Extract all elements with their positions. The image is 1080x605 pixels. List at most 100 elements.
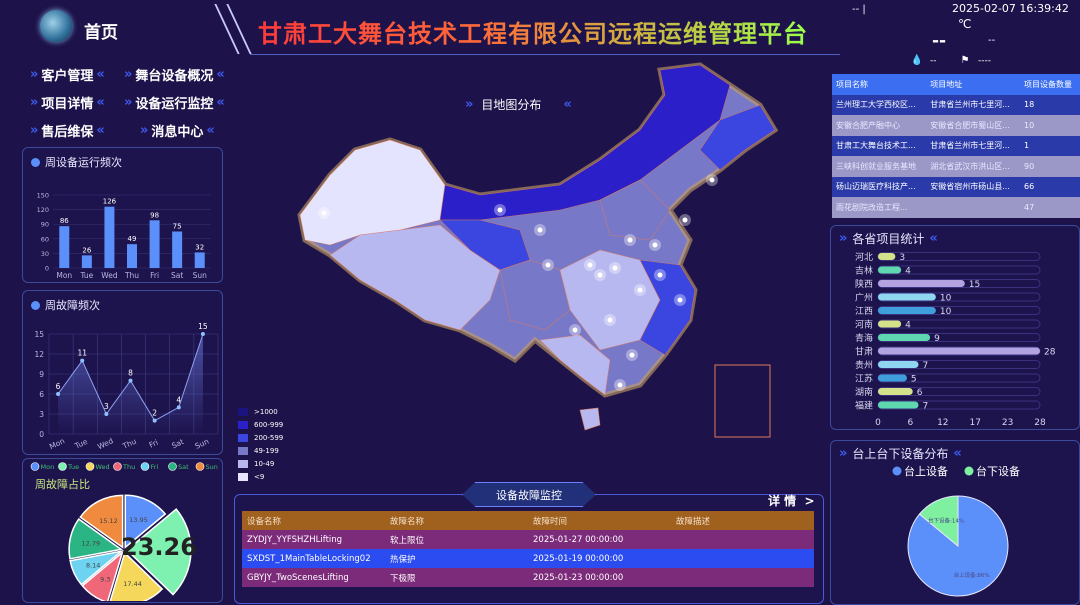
table-row[interactable]: 雨花剧院改造工程... 47: [832, 197, 1080, 218]
bar: [878, 401, 919, 409]
y-tick-label: 30: [41, 250, 49, 258]
province-region: [699, 104, 776, 171]
table-row[interactable]: SXDST_1MainTableLocking02 热保护 2025-01-19 0…: [242, 549, 814, 568]
china-map[interactable]: [230, 55, 830, 475]
x-tick-label: Wed: [96, 436, 115, 451]
col-header: 项目地址: [926, 74, 1021, 95]
category-label: 河北: [855, 251, 873, 263]
nav-customer[interactable]: » 客户管理 «: [30, 65, 105, 84]
bar: [127, 244, 137, 268]
slice-label: 台下设备:14%: [928, 517, 964, 525]
pie-slice: [81, 550, 124, 601]
category-label: 江苏: [855, 373, 873, 385]
bullet-icon: [31, 300, 40, 310]
category-label: 陕西: [855, 278, 873, 290]
table-row[interactable]: 甘肃工大舞台技术工... 甘肃省兰州市七里河... 1: [832, 135, 1080, 156]
legend-item[interactable]: 200-599: [238, 431, 283, 444]
legend-item[interactable]: >1000: [238, 405, 283, 418]
data-label: 7: [923, 402, 929, 412]
chevron-left-icon: «: [929, 231, 938, 246]
panel-title: 周故障占比: [35, 478, 90, 491]
col-header: 项目设备数量: [1020, 74, 1080, 95]
table-cell: SXDST_1MainTableLocking02: [242, 549, 385, 568]
legend-item[interactable]: 10-49: [238, 457, 283, 470]
nav-after-sales[interactable]: » 售后维保 «: [30, 121, 105, 140]
bar-track: [877, 319, 1041, 329]
bar-track: [877, 265, 1041, 275]
table-cell: ZYDJY_YYFSHZHLifting: [242, 530, 385, 549]
province-region: [639, 259, 696, 356]
x-tick-label: 6: [908, 418, 914, 428]
chevron-right-icon: »: [124, 95, 133, 110]
bar: [878, 388, 913, 395]
chevron-right-icon: »: [30, 67, 39, 82]
humidity-icon: 💧: [910, 55, 924, 66]
bar: [878, 266, 902, 274]
data-label: 4: [176, 395, 181, 404]
legend-item[interactable]: 49-199: [238, 444, 283, 457]
data-label: 6: [56, 382, 61, 391]
table-row[interactable]: 砀山迈瑞医疗科技产... 安徽省宿州市砀山县... 66: [832, 176, 1080, 197]
legend-label: 200-599: [254, 433, 284, 442]
col-header: 故障描述: [671, 511, 814, 530]
legend-label: Fri: [151, 463, 159, 471]
nav-project-detail[interactable]: » 项目详情 «: [30, 93, 105, 112]
chevron-left-icon: «: [563, 97, 572, 112]
detail-link[interactable]: 详 情 >: [768, 494, 815, 508]
wind-icon: ⚑: [960, 55, 970, 66]
table-cell: 安徽省合肥市蜀山区...: [926, 115, 1021, 136]
legend-marker: [58, 462, 67, 471]
province-region: [539, 334, 611, 396]
bar: [878, 320, 902, 328]
legend-label: <9: [254, 472, 265, 481]
legend-item[interactable]: <9: [238, 470, 283, 483]
chevron-left-icon: «: [216, 95, 225, 110]
pie-slice: [68, 518, 123, 560]
y-tick-label: 9: [39, 370, 44, 379]
table-row[interactable]: ZYDJY_YYFSHZHLifting 软上限位 2025-01-27 00:00…: [242, 530, 814, 549]
table-row[interactable]: 安徽合肥产融中心 安徽省合肥市蜀山区... 10: [832, 115, 1080, 136]
table-cell: 2025-01-27 00:00:00: [528, 530, 671, 549]
y-tick-label: 60: [41, 235, 49, 243]
legend-label: >1000: [254, 407, 278, 416]
table-row[interactable]: 三峡科创就业服务基地 湖北省武汉市洪山区... 90: [832, 156, 1080, 177]
province-panel: » 各省项目统计 « 河北 3 吉林 4 陕西 15 广州 10 江西 10 河南 4 青海 9 甘肃 28 贵州 7…: [830, 225, 1080, 430]
nav-stage-equipment[interactable]: » 舞台设备概况 «: [124, 65, 225, 84]
x-tick-label: 17: [969, 418, 980, 428]
stage-panel: » 台上台下设备分布 « 台上设备 台下设备 台上设备:86% 台下设备:14%: [830, 440, 1080, 605]
bar: [172, 231, 183, 268]
legend-swatch: [238, 446, 248, 455]
table-cell: [671, 530, 814, 549]
data-label: 11: [77, 349, 87, 358]
page-title: 甘肃工大舞台技术工程有限公司远程运维管理平台: [258, 14, 808, 49]
legend-marker: [168, 462, 177, 471]
legend-swatch: [238, 420, 248, 429]
table-cell: 三峡科创就业服务基地: [832, 156, 927, 177]
category-label: 青海: [855, 332, 873, 344]
weekly-fault-panel: 周故障频次 0 3 6 9 12 15 6 Mon 11 Tue 3 Wed 8 Thu 2 Fri 4 Sat 1…: [22, 290, 223, 455]
table-cell: [671, 568, 814, 587]
bar: [878, 347, 1040, 355]
legend-label: 台上设备: [904, 464, 948, 478]
chevron-left-icon: «: [96, 123, 105, 138]
y-tick-label: 0: [39, 430, 44, 439]
data-label: 26: [82, 246, 91, 254]
project-table: 项目名称 项目地址 项目设备数量 兰州理工大学西校区... 甘肃省兰州市七里河... 1…: [832, 74, 1080, 218]
nav-messages[interactable]: » 消息中心 «: [140, 121, 215, 140]
map-title: » 目地图分布 «: [465, 96, 572, 113]
chevron-right-icon: »: [30, 123, 39, 138]
col-header: 项目名称: [832, 74, 927, 95]
legend-item[interactable]: 600-999: [238, 418, 283, 431]
table-row[interactable]: GBYJY_TwoScenesLifting 下极限 2025-01-23 00:0…: [242, 568, 814, 587]
table-cell: 1: [1020, 135, 1080, 156]
header-divider: [214, 4, 240, 54]
home-link[interactable]: 首页: [84, 23, 118, 43]
slice-label: 台上设备:86%: [954, 571, 990, 579]
table-row[interactable]: 兰州理工大学西校区... 甘肃省兰州市七里河... 18: [832, 94, 1080, 115]
table-cell: 47: [1020, 197, 1080, 218]
nav-run-monitor[interactable]: » 设备运行监控 «: [124, 93, 225, 112]
table-cell: 2025-01-19 00:00:00: [528, 549, 671, 568]
legend-label: 600-999: [254, 420, 284, 429]
bar: [878, 374, 907, 382]
bar: [59, 226, 70, 268]
